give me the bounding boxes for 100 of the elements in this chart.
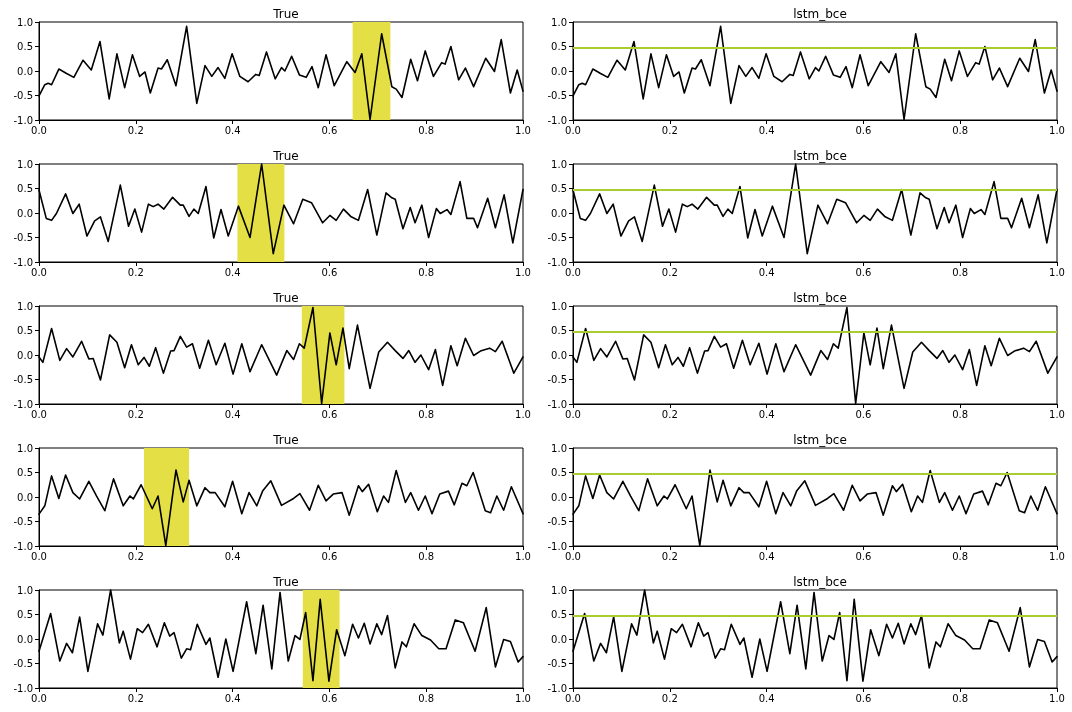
y-tick-label: 1.0 <box>17 584 33 596</box>
x-tick-label: 0.4 <box>758 550 775 562</box>
y-tick-label: 1.0 <box>551 584 567 596</box>
x-tick-label: 0.8 <box>418 692 435 704</box>
x-tick-label: 0.2 <box>661 550 678 562</box>
x-tick-label: 1.0 <box>1049 692 1065 704</box>
y-tick-label: 0.5 <box>551 609 567 620</box>
y-tick-label: 1.0 <box>551 16 567 28</box>
x-tick-label: 0.4 <box>758 692 775 704</box>
x-tick-label: 0.6 <box>855 692 872 704</box>
x-tick-label: 0.4 <box>224 124 241 136</box>
y-tick-label: -1.0 <box>13 682 33 694</box>
chart-title: True <box>272 433 299 447</box>
x-tick-label: 0.8 <box>418 550 435 562</box>
y-tick-label: -0.5 <box>547 374 567 385</box>
x-tick-label: 0.6 <box>321 408 338 420</box>
y-tick-label: 0.5 <box>551 325 567 336</box>
y-tick-label: -0.5 <box>13 658 33 669</box>
chart-title: True <box>272 7 299 21</box>
x-tick-label: 0.8 <box>952 692 969 704</box>
y-tick-label: 0.5 <box>551 183 567 194</box>
x-tick-label: 0.2 <box>127 692 144 704</box>
x-tick-label: 0.8 <box>418 266 435 278</box>
y-tick-label: 0.5 <box>17 609 33 620</box>
x-tick-label: 0.6 <box>321 550 338 562</box>
x-tick-label: 1.0 <box>515 266 531 278</box>
chart-title: lstm_bce <box>793 433 847 447</box>
x-tick-label: 1.0 <box>1049 124 1065 136</box>
y-tick-label: -1.0 <box>547 682 567 694</box>
y-tick-label: -0.5 <box>547 516 567 527</box>
y-tick-label: -0.5 <box>13 374 33 385</box>
y-tick-label: 0.0 <box>17 491 33 503</box>
x-tick-label: 0.4 <box>758 124 775 136</box>
y-tick-label: -1.0 <box>547 256 567 268</box>
x-tick-label: 0.8 <box>952 266 969 278</box>
x-tick-label: 0.8 <box>418 408 435 420</box>
x-tick-label: 1.0 <box>1049 408 1065 420</box>
x-tick-label: 0.4 <box>224 550 241 562</box>
y-tick-label: 0.0 <box>551 65 567 77</box>
chart-title: lstm_bce <box>793 291 847 305</box>
x-tick-label: 0.2 <box>127 550 144 562</box>
y-tick-label: 0.5 <box>17 325 33 336</box>
chart-title: True <box>272 149 299 163</box>
x-tick-label: 0.6 <box>855 550 872 562</box>
x-tick-label: 1.0 <box>515 692 531 704</box>
x-tick-label: 0.4 <box>758 408 775 420</box>
x-tick-label: 0.2 <box>661 692 678 704</box>
y-tick-label: -0.5 <box>13 90 33 101</box>
x-tick-label: 1.0 <box>515 550 531 562</box>
x-tick-label: 0.8 <box>952 408 969 420</box>
x-tick-label: 0.0 <box>31 692 47 704</box>
y-tick-label: -1.0 <box>13 398 33 410</box>
x-tick-label: 0.0 <box>565 692 581 704</box>
x-tick-label: 1.0 <box>1049 550 1065 562</box>
y-tick-label: -0.5 <box>547 658 567 669</box>
y-tick-label: -1.0 <box>13 114 33 126</box>
y-tick-label: 1.0 <box>551 442 567 454</box>
x-tick-label: 0.2 <box>661 266 678 278</box>
x-tick-label: 0.2 <box>661 124 678 136</box>
y-tick-label: 1.0 <box>17 16 33 28</box>
x-tick-label: 0.6 <box>855 408 872 420</box>
x-tick-label: 0.0 <box>31 124 47 136</box>
y-tick-label: 0.5 <box>17 467 33 478</box>
chart-title: True <box>272 575 299 589</box>
x-tick-label: 0.2 <box>127 124 144 136</box>
x-tick-label: 1.0 <box>515 408 531 420</box>
x-tick-label: 0.0 <box>31 408 47 420</box>
y-tick-label: -1.0 <box>547 398 567 410</box>
y-tick-label: -1.0 <box>13 256 33 268</box>
x-tick-label: 0.6 <box>321 124 338 136</box>
y-tick-label: 1.0 <box>17 300 33 312</box>
y-tick-label: -0.5 <box>547 232 567 243</box>
x-tick-label: 0.0 <box>565 266 581 278</box>
y-tick-label: 0.0 <box>17 65 33 77</box>
y-tick-label: 0.5 <box>17 183 33 194</box>
x-tick-label: 0.6 <box>321 692 338 704</box>
y-tick-label: -1.0 <box>547 114 567 126</box>
x-tick-label: 0.4 <box>224 266 241 278</box>
x-tick-label: 1.0 <box>1049 266 1065 278</box>
chart-title: lstm_bce <box>793 149 847 163</box>
x-tick-label: 0.2 <box>127 408 144 420</box>
y-tick-label: 1.0 <box>17 442 33 454</box>
x-tick-label: 0.0 <box>31 550 47 562</box>
y-tick-label: -1.0 <box>547 540 567 552</box>
y-tick-label: 0.0 <box>551 491 567 503</box>
y-tick-label: -1.0 <box>13 540 33 552</box>
y-tick-label: 0.0 <box>551 633 567 645</box>
x-tick-label: 0.8 <box>952 124 969 136</box>
x-tick-label: 0.4 <box>224 692 241 704</box>
y-tick-label: -0.5 <box>13 232 33 243</box>
y-tick-label: 0.0 <box>17 633 33 645</box>
y-tick-label: -0.5 <box>547 90 567 101</box>
chart-title: True <box>272 291 299 305</box>
x-tick-label: 0.0 <box>31 266 47 278</box>
x-tick-label: 0.0 <box>565 550 581 562</box>
y-tick-label: 0.0 <box>17 349 33 361</box>
y-tick-label: 0.0 <box>551 349 567 361</box>
x-tick-label: 1.0 <box>515 124 531 136</box>
x-tick-label: 0.2 <box>127 266 144 278</box>
chart-title: lstm_bce <box>793 575 847 589</box>
